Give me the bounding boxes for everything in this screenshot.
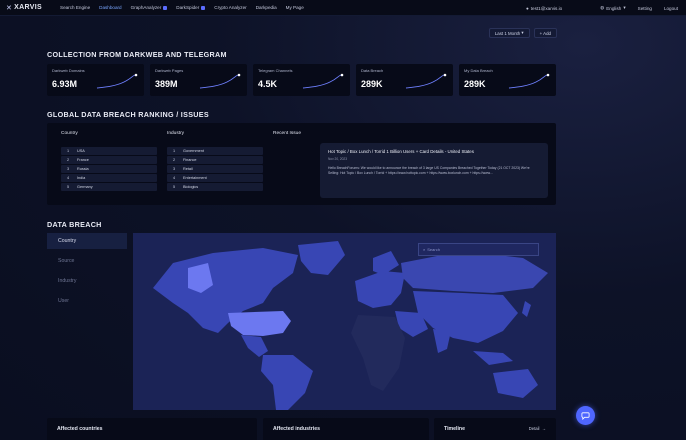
timeline-detail-link[interactable]: Detail → xyxy=(528,426,546,431)
nav-dashboard[interactable]: Dashboard xyxy=(99,5,122,10)
affected-countries-panel: Affected countries xyxy=(47,418,257,440)
region-alaska xyxy=(188,263,213,293)
breach-tabs: Country Source Industry User xyxy=(47,233,127,313)
list-item[interactable]: 4 Entertainment xyxy=(167,174,263,182)
chevron-down-icon: ▾ xyxy=(520,30,524,35)
nav-darkpedia[interactable]: Darkpedia xyxy=(255,5,277,10)
region-usa xyxy=(228,311,291,336)
language-select[interactable]: ◍ English ▾ xyxy=(600,5,626,11)
stat-card-telegram-channels[interactable]: Telegram Channels 4.5K xyxy=(253,64,350,96)
timeline-panel: Timeline Detail → xyxy=(434,418,556,440)
region-africa xyxy=(351,315,405,391)
period-select[interactable]: Last 1 Month ▾ xyxy=(488,28,530,38)
brand-name: XARVIS xyxy=(14,4,42,11)
main-nav: Search Engine Dashboard GraphAnalyzer Da… xyxy=(60,5,313,10)
list-item[interactable]: 2 France xyxy=(61,156,157,164)
period-controls: Last 1 Month ▾ + Add xyxy=(488,28,557,38)
list-item[interactable]: 3 Retail xyxy=(167,165,263,173)
tab-industry[interactable]: Industry xyxy=(58,278,77,284)
list-item[interactable]: 4 India xyxy=(61,174,157,182)
logout-link[interactable]: Logout xyxy=(663,5,678,11)
stat-card-darkweb-domains[interactable]: Darkweb Domains 6.93M xyxy=(47,64,144,96)
data-breach-title: DATA BREACH xyxy=(47,220,102,229)
nav-my-page[interactable]: My Page xyxy=(285,5,304,10)
header-actions: ● test1@xarvis.io ◍ English ▾ Setting Lo… xyxy=(526,0,678,16)
stat-cards: Darkweb Domains 6.93M Darkweb Pages 389M… xyxy=(47,64,556,96)
issue-body: Hello BreachForums: We would like to ann… xyxy=(328,166,530,175)
country-ranking-list: 1 USA 2 France 3 Russia 4 India 5 Germany xyxy=(61,147,157,192)
add-button[interactable]: + Add xyxy=(533,28,557,38)
country-column-header: Country xyxy=(61,131,78,136)
chat-button[interactable] xyxy=(576,406,595,425)
world-map-graphic xyxy=(153,241,548,410)
new-badge-icon xyxy=(163,5,168,10)
setting-link[interactable]: Setting xyxy=(637,5,652,11)
ranking-panel: Country Industry Recent Issue 1 USA 2 Fran… xyxy=(47,123,556,205)
top-navbar: ✕ XARVIS Search Engine Dashboard GraphAn… xyxy=(0,0,686,16)
list-item[interactable]: 1 Government xyxy=(167,147,263,155)
trend-sparkline xyxy=(405,73,447,89)
region-india xyxy=(433,329,451,353)
region-central-america xyxy=(241,335,268,357)
region-japan xyxy=(522,301,531,317)
tab-country[interactable]: Country xyxy=(47,233,127,249)
region-scandinavia xyxy=(373,251,399,275)
list-item[interactable]: 2 Finance xyxy=(167,156,263,164)
region-russia xyxy=(401,251,548,293)
affected-industries-panel: Affected industries xyxy=(263,418,429,440)
region-middle-east xyxy=(395,311,428,337)
list-item[interactable]: 3 Russia xyxy=(61,165,157,173)
world-map[interactable]: ⌕ Search xyxy=(133,233,556,410)
trend-sparkline xyxy=(96,73,138,89)
region-europe xyxy=(355,271,405,308)
trend-sparkline xyxy=(199,73,241,89)
industry-column-header: Industry xyxy=(167,131,185,136)
user-menu[interactable]: ● test1@xarvis.io xyxy=(525,5,563,11)
search-icon: ⌕ xyxy=(423,247,426,252)
stat-card-data-breach[interactable]: Data Breach 289K xyxy=(356,64,453,96)
nav-graph-analyzer[interactable]: GraphAnalyzer xyxy=(131,5,168,10)
industry-ranking-list: 1 Government 2 Finance 3 Retail 4 Entertainm… xyxy=(167,147,263,192)
region-southeast-asia xyxy=(473,351,513,365)
xarvis-logo-icon: ✕ xyxy=(6,4,13,12)
user-icon: ● xyxy=(525,5,529,11)
issue-date: Nov 20, 2023 xyxy=(328,157,347,161)
ranking-title: GLOBAL DATA BREACH RANKING / ISSUES xyxy=(47,110,209,119)
tab-source[interactable]: Source xyxy=(58,258,75,264)
tab-user[interactable]: User xyxy=(58,298,69,304)
list-item[interactable]: 5 Biologics xyxy=(167,183,263,191)
chevron-down-icon: ▾ xyxy=(623,5,626,10)
chat-icon xyxy=(581,412,590,420)
globe-icon: ◍ xyxy=(600,5,605,10)
new-badge-icon xyxy=(201,5,206,10)
list-item[interactable]: 1 USA xyxy=(61,147,157,155)
brand-logo[interactable]: ✕ XARVIS xyxy=(6,4,60,12)
trend-sparkline xyxy=(508,73,550,89)
collection-title: COLLECTION FROM DARKWEB AND TELEGRAM xyxy=(47,50,227,59)
list-item[interactable]: 5 Germany xyxy=(61,183,157,191)
recent-issue-header: Recent Issue xyxy=(273,131,301,136)
nav-dark-spider[interactable]: DarkSpider xyxy=(176,5,206,10)
stat-card-my-data-breach[interactable]: My Data Breach 289K xyxy=(459,64,556,96)
map-search-input[interactable]: ⌕ Search xyxy=(418,243,539,256)
nav-search-engine[interactable]: Search Engine xyxy=(60,5,91,10)
region-australia xyxy=(493,369,538,398)
region-greenland xyxy=(298,241,345,275)
region-south-america xyxy=(261,355,313,410)
stat-card-darkweb-pages[interactable]: Darkweb Pages 389M xyxy=(150,64,247,96)
recent-issue-card[interactable]: Hot Topic / Box Lunch / Torrid 1 Billion… xyxy=(320,143,548,198)
arrow-right-icon: → xyxy=(540,426,546,431)
region-asia xyxy=(413,291,518,343)
trend-sparkline xyxy=(302,73,344,89)
issue-title: Hot Topic / Box Lunch / Torrid 1 Billion… xyxy=(328,149,474,154)
nav-crypto-analyzer[interactable]: Crypto Analyzer xyxy=(214,5,247,10)
